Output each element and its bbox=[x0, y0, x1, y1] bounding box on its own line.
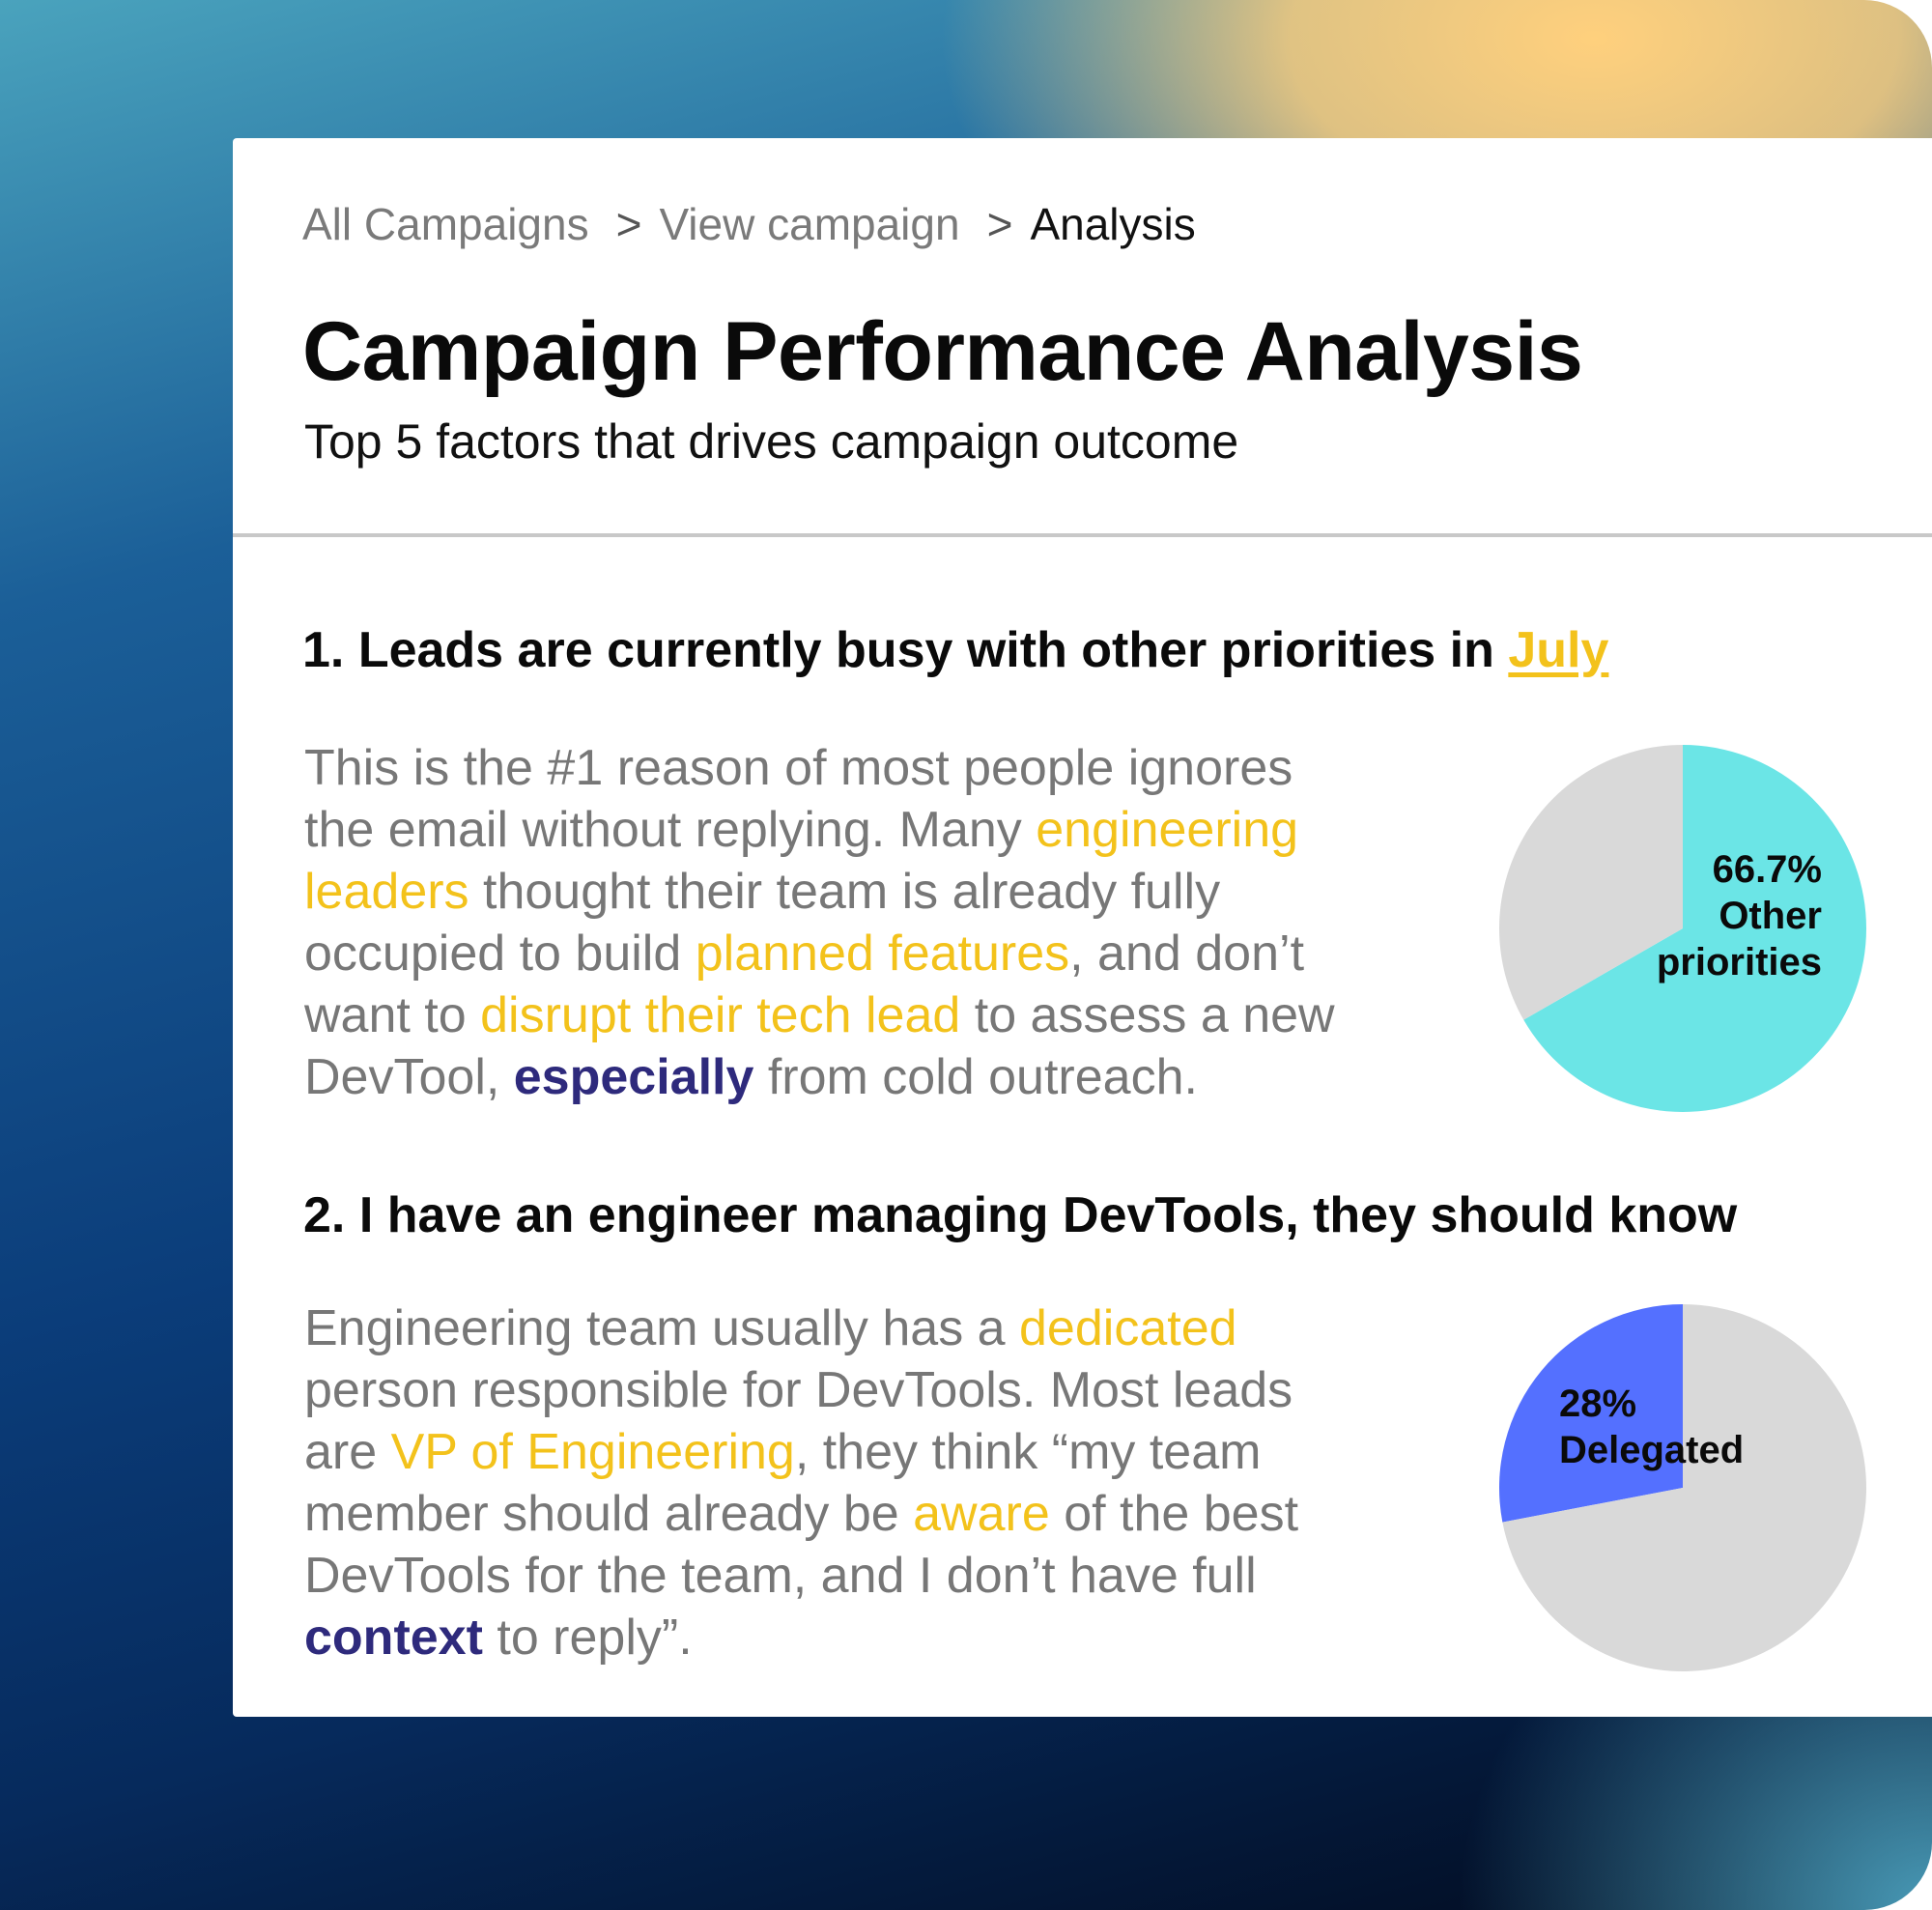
paragraph-text: , and don’t bbox=[1069, 926, 1305, 982]
pie-label: priorities bbox=[1657, 941, 1822, 984]
factor-2-description: Engineering team usually has a dedicated… bbox=[304, 1297, 1753, 1668]
pie-label: Other bbox=[1719, 895, 1822, 937]
pie-slice bbox=[1499, 745, 1683, 1020]
pie-slice bbox=[1502, 1304, 1866, 1671]
highlighted-phrase: aware bbox=[913, 1486, 1050, 1542]
breadcrumb-view-campaign[interactable]: View campaign bbox=[659, 199, 960, 249]
paragraph-text: , they think “my team bbox=[794, 1424, 1262, 1480]
paragraph-line: Engineering team usually has a dedicated bbox=[304, 1297, 1753, 1359]
breadcrumb: All Campaigns > View campaign > Analysis bbox=[302, 198, 1196, 250]
page-title: Campaign Performance Analysis bbox=[302, 305, 1583, 398]
breadcrumb-separator: > bbox=[615, 199, 642, 249]
paragraph-text: member should already be bbox=[304, 1486, 914, 1542]
paragraph-text: to assess a new bbox=[960, 987, 1335, 1043]
highlighted-phrase: engineering bbox=[1036, 802, 1299, 858]
paragraph-line: DevTools for the team, and I don’t have … bbox=[304, 1545, 1753, 1607]
paragraph-text: to reply”. bbox=[482, 1610, 693, 1666]
paragraph-text: are bbox=[304, 1424, 391, 1480]
paragraph-line: the email without replying. Many enginee… bbox=[304, 799, 1753, 861]
highlighted-phrase: dedicated bbox=[1019, 1300, 1237, 1356]
paragraph-text: from cold outreach. bbox=[753, 1049, 1198, 1105]
paragraph-text: DevTools for the team, and I don’t have … bbox=[304, 1548, 1257, 1604]
breadcrumb-analysis: Analysis bbox=[1030, 199, 1196, 249]
page-header: All Campaigns > View campaign > Analysis… bbox=[233, 138, 1932, 537]
pie-slice bbox=[1523, 745, 1866, 1112]
paragraph-line: are VP of Engineering, they think “my te… bbox=[304, 1421, 1753, 1483]
paragraph-line: member should already be aware of the be… bbox=[304, 1483, 1753, 1545]
factor-2-heading: 2. I have an engineer managing DevTools,… bbox=[303, 1187, 1738, 1243]
paragraph-line: DevTool, especially from cold outreach. bbox=[304, 1046, 1753, 1108]
paragraph-text: DevTool, bbox=[304, 1049, 514, 1105]
emphasized-word: context bbox=[304, 1610, 483, 1666]
paragraph-line: This is the #1 reason of most people ign… bbox=[304, 737, 1753, 799]
paragraph-text: of the best bbox=[1049, 1486, 1299, 1542]
page-subtitle: Top 5 factors that drives campaign outco… bbox=[304, 414, 1239, 469]
pie-label: 28% bbox=[1559, 1383, 1636, 1425]
paragraph-line: leaders thought their team is already fu… bbox=[304, 861, 1753, 923]
highlighted-phrase: leaders bbox=[304, 864, 469, 920]
paragraph-text: thought their team is already fully bbox=[469, 864, 1221, 920]
pie-chart-delegated: 28%Delegated bbox=[1499, 1304, 1866, 1671]
breadcrumb-separator: > bbox=[986, 199, 1013, 249]
month-link[interactable]: July bbox=[1508, 622, 1609, 678]
pie-slice bbox=[1499, 1304, 1683, 1523]
paragraph-line: context to reply”. bbox=[304, 1607, 1753, 1668]
paragraph-line: occupied to build planned features, and … bbox=[304, 923, 1753, 984]
paragraph-text: Engineering team usually has a bbox=[304, 1300, 1020, 1356]
paragraph-text: the email without replying. Many bbox=[304, 802, 1037, 858]
paragraph-text: occupied to build bbox=[304, 926, 696, 982]
factor-1-description: This is the #1 reason of most people ign… bbox=[304, 737, 1753, 1108]
pie-label: Delegated bbox=[1559, 1429, 1744, 1471]
paragraph-line: want to disrupt their tech lead to asses… bbox=[304, 984, 1753, 1046]
pie-label: 66.7% bbox=[1713, 848, 1822, 891]
emphasized-word: especially bbox=[513, 1049, 754, 1105]
highlighted-phrase: disrupt their tech lead bbox=[480, 987, 961, 1043]
analysis-card: All Campaigns > View campaign > Analysis… bbox=[233, 138, 1932, 1717]
factor-1-heading: 1. Leads are currently busy with other p… bbox=[302, 621, 1608, 679]
highlighted-phrase: VP of Engineering bbox=[390, 1424, 795, 1480]
factor-1-heading-text: 1. Leads are currently busy with other p… bbox=[302, 622, 1509, 678]
paragraph-line: person responsible for DevTools. Most le… bbox=[304, 1359, 1753, 1421]
breadcrumb-all-campaigns[interactable]: All Campaigns bbox=[302, 199, 589, 249]
paragraph-text: person responsible for DevTools. Most le… bbox=[304, 1362, 1293, 1418]
highlighted-phrase: planned features bbox=[695, 926, 1070, 982]
paragraph-text: want to bbox=[304, 987, 481, 1043]
paragraph-text: This is the #1 reason of most people ign… bbox=[304, 740, 1293, 796]
